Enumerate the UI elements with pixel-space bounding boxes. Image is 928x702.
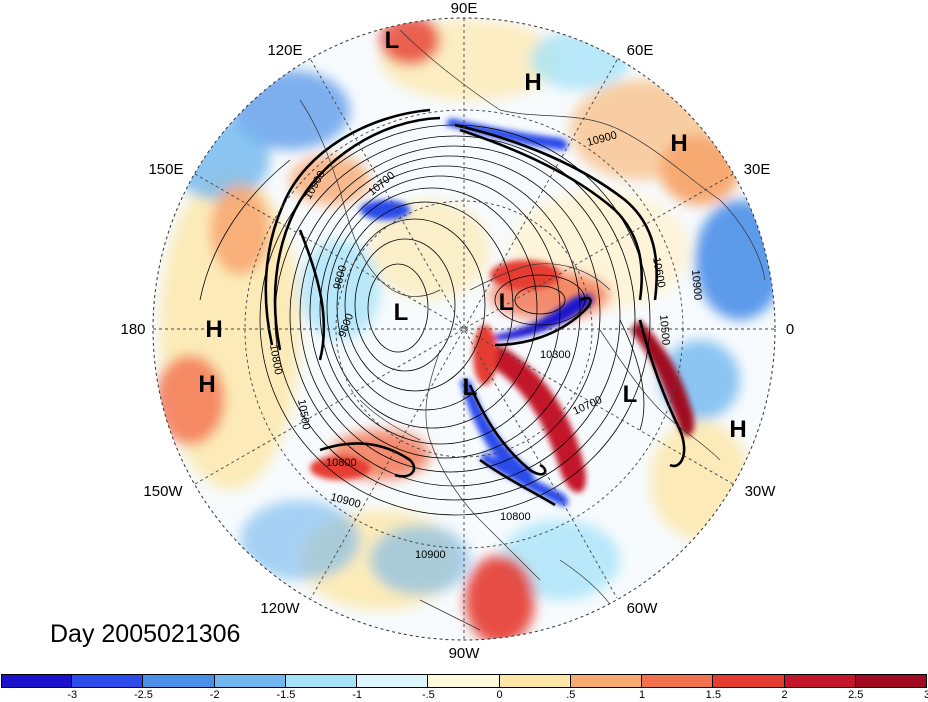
lon-label-150e: 150E [148,161,183,178]
map-boundary [152,17,776,641]
contour-label: 10800 [267,343,284,375]
pressure-center-label: L [463,374,478,401]
lon-label-30w: 30W [745,483,777,500]
pressure-center-label: L [385,27,400,54]
colorbar-tick-label: 2 [781,689,788,701]
graticule [153,18,775,640]
colorbar-tick-label: 1.5 [705,689,721,701]
colorbar-swatch [428,674,500,688]
colorbar-swatch [570,674,643,688]
colorbar-tick-label: 1 [639,689,646,701]
contour-label: 10500 [295,398,312,430]
contour-label: 10900 [689,269,704,301]
colorbar-tick-label: 2.5 [848,689,864,701]
colorbar-tick-label: -2 [209,689,220,701]
anomaly-shading [153,18,775,640]
colorbar-swatch [713,674,785,688]
pressure-center-label: L [499,289,514,316]
colorbar-tick-label: 3 [923,689,928,701]
contour-label: 10600 [650,256,667,288]
lon-label-150w: 150W [143,483,183,500]
pressure-center-label: H [729,416,746,443]
pressure-center-label: H [670,130,687,157]
colorbar-swatch [285,674,358,688]
colorbar-tick-label: -.5 [421,689,435,701]
colorbar-swatch [72,674,144,688]
pressure-center-label: H [205,316,222,343]
colorbar-tick-label: -1.5 [276,689,296,701]
colorbar-swatch [642,674,714,688]
day-label: Day 2005021306 [50,620,241,648]
colorbar-swatch [499,674,571,688]
contour-label: 10800 [326,457,357,469]
colorbar-tick-label: .5 [566,689,576,701]
lon-label-180: 180 [120,321,145,338]
lon-label-60w: 60W [627,600,659,617]
contour-label: 10500 [657,314,672,346]
colorbar-swatch [143,674,215,688]
colorbar-swatch [357,674,429,688]
lon-label-90e: 90E [451,0,478,17]
colorbar-swatch [1,674,73,688]
pressure-center-label: H [524,69,541,96]
colorbar-tick-label: -1 [352,689,363,701]
colorbar-tick-label: -2.5 [133,689,153,701]
colorbar: -3 -2.5 -2 -1.5 -1 -.5 0 .5 1 1.5 2 2.5 3 [0,674,928,702]
height-contours [199,124,651,516]
colorbar-tick-label: 0 [496,689,503,701]
colorbar-swatch [784,674,856,688]
colorbar-tick-label: -3 [67,689,78,701]
contour-label: 10900 [415,549,446,561]
lon-label-0: 0 [786,321,794,338]
lon-label-60e: 60E [627,42,654,59]
colorbar-swatch [214,674,286,688]
contour-label: 10800 [500,511,531,523]
pressure-center-label: L [394,299,409,326]
coastlines [299,29,766,631]
pressure-center-label: L [623,381,638,408]
pressure-center-label: H [198,371,215,398]
lon-label-120w: 120W [260,600,300,617]
lon-label-90w: 90W [449,645,481,662]
colorbar-swatch [855,674,927,688]
longitude-labels: 90E 60E 30E 0 30W 60W 90W 120W 150W 180 … [120,0,794,662]
lon-label-120e: 120E [267,42,302,59]
contour-label: 10300 [540,349,571,361]
lon-label-30e: 30E [744,161,771,178]
pressure-centers: L H H H H L L L L H [198,27,746,443]
polar-map: 90E 60E 30E 0 30W 60W 90W 120W 150W 180 … [120,0,794,662]
